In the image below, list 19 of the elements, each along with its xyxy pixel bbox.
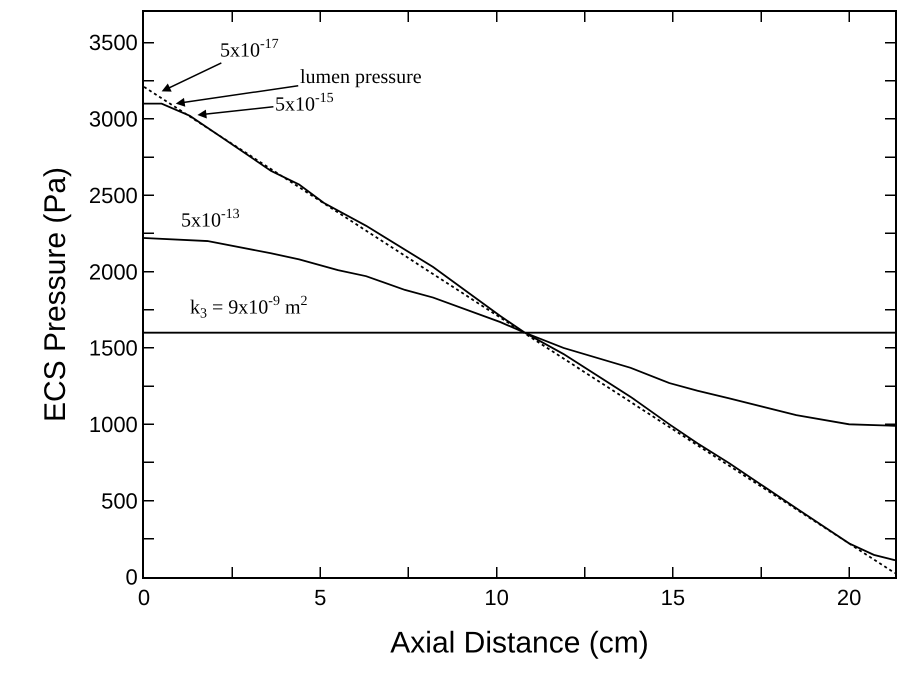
x-tick-label: 5 [314,585,326,610]
x-axis-title: Axial Distance (cm) [390,626,649,660]
x-tick-label: 15 [660,585,686,610]
annotation: 5x10$^{-17}$ [220,37,279,62]
x-tick-label: 20 [836,585,862,610]
annotation: lumen pressure [300,66,422,88]
y-tick-label: 3000 [88,106,138,132]
annotation: 5x10$^{-15}$ [275,91,334,116]
y-tick-label: 1500 [88,336,138,361]
y-axis-title: ECS Pressure (Pa) [39,166,72,422]
y-tick-label: 500 [101,488,138,514]
y-tick-label: 3500 [88,30,138,56]
y-tick-label: 2500 [88,182,138,208]
y-tick-label: 0 [126,564,138,590]
annotation: 5x10$^{-13}$ [181,207,240,232]
annotation: k$_{3}$ = 9x10$^{-9}$ m$^{2}$ [190,294,308,322]
y-tick-label: 2000 [88,259,138,284]
x-tick-label: 10 [484,585,509,610]
y-tick-label: 1000 [88,412,138,437]
